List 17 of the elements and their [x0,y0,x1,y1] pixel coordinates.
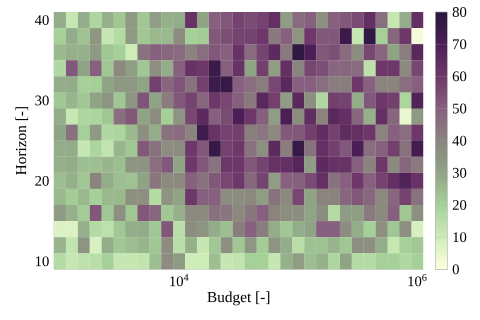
x-tick-label: 10$^{4}$ [170,274,189,286]
color-bar-label: 30 [452,168,466,178]
color-bar-label: 60 [452,71,466,82]
color-bar-label: 70 [453,39,466,50]
color-bar-label: 20 [452,200,466,210]
y-tick-label: 20 [35,176,49,186]
color-bar-label: 0 [452,264,459,274]
y-tick-label: 10 [36,256,49,266]
x-tick-label: 10$^{6}$ [408,274,427,286]
y-tick-label: 30 [35,96,49,106]
color-bar-label: 50 [453,104,466,114]
x-axis-title: Budget [-] [207,291,270,306]
color-bar-label: 40 [452,136,466,146]
color-bar-label: 10 [453,232,466,242]
y-tick-label: 40 [34,15,49,25]
y-axis-title: Horizon [-] [15,107,28,175]
color-bar-label: 80 [452,7,466,17]
